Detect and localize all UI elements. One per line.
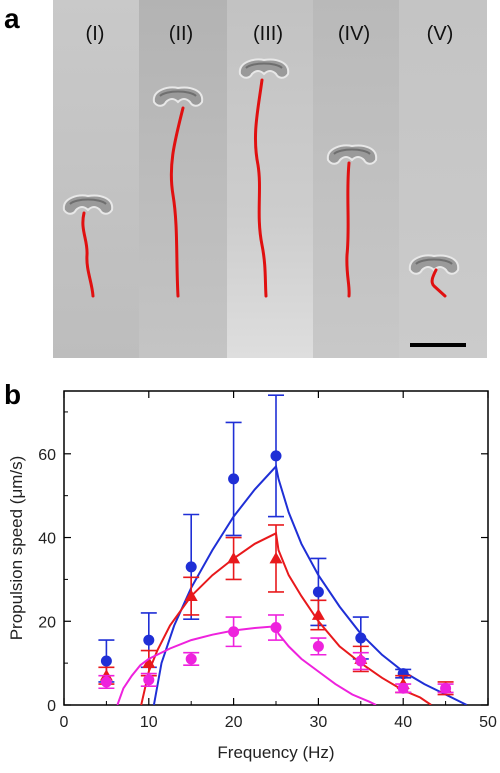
data-point-circle (228, 626, 240, 638)
micrograph-strip-3 (227, 0, 313, 358)
fit-curve-1 (140, 531, 432, 705)
swimmer-III (238, 58, 290, 79)
x-tick-label: 20 (225, 714, 243, 731)
x-tick-label: 30 (310, 714, 328, 731)
data-point-triangle (269, 551, 283, 564)
y-tick-label: 40 (38, 531, 56, 548)
data-point-circle (143, 634, 155, 646)
swimmer-IV (326, 144, 378, 165)
panel-a-label: a (4, 3, 20, 34)
x-tick-label: 10 (140, 714, 158, 731)
column-label-V: (V) (427, 23, 454, 45)
data-point-circle (185, 653, 197, 665)
micrograph-strip-1 (53, 0, 139, 358)
data-point-circle (355, 632, 367, 644)
panel-a: a (I) (II) (III) (IV) (V) (4, 0, 487, 358)
trajectory-I (81, 211, 95, 298)
x-tick-label: 40 (394, 714, 412, 731)
micrograph-strip-2 (139, 0, 227, 358)
data-point-circle (228, 473, 240, 485)
y-tick-label: 0 (47, 698, 56, 715)
data-point-circle (355, 655, 367, 667)
data-point-circle (100, 655, 112, 667)
swimmer-I (62, 194, 114, 215)
trajectory-II (169, 106, 185, 298)
data-point-circle (185, 561, 197, 573)
x-tick-label: 0 (60, 714, 69, 731)
data-point-circle (312, 586, 324, 598)
scale-bar (410, 343, 466, 347)
x-tick-label: 50 (479, 714, 497, 731)
data-point-circle (100, 676, 112, 688)
x-axis-label: Frequency (Hz) (217, 743, 334, 762)
data-point-triangle (311, 608, 325, 620)
column-label-III: (III) (253, 23, 283, 45)
data-point-circle (440, 682, 452, 694)
panel-b-label: b (4, 379, 21, 410)
micrograph-strip-5 (399, 0, 487, 358)
speed-chart: 0 10 20 30 40 50 0 20 40 60 Frequency (Hz) Propulsi… (7, 390, 497, 762)
data-point-triangle (142, 656, 156, 669)
trajectory-V (430, 268, 447, 298)
data-point-circle (312, 640, 324, 652)
column-label-II: (II) (169, 23, 193, 45)
data-point-circle (397, 682, 409, 694)
trajectory-III (253, 78, 268, 298)
data-point-circle (143, 674, 155, 686)
micrograph-strip-4 (313, 0, 399, 358)
data-point-triangle (184, 589, 198, 602)
fit-curve-2 (116, 625, 377, 705)
column-label-I: (I) (86, 23, 105, 45)
trajectory-IV (345, 161, 351, 298)
data-point-circle (270, 450, 282, 462)
data-point-circle (270, 622, 282, 634)
swimmer-II (152, 86, 204, 107)
panel-b: b 0 10 20 30 40 50 0 20 40 60 Frequency (Hz) Propul… (4, 379, 497, 762)
y-axis-label: Propulsion speed (μm/s) (7, 456, 26, 641)
column-label-IV: (IV) (338, 23, 370, 45)
y-tick-label: 60 (38, 447, 56, 464)
y-tick-label: 20 (38, 614, 56, 631)
data-point-triangle (227, 551, 241, 564)
